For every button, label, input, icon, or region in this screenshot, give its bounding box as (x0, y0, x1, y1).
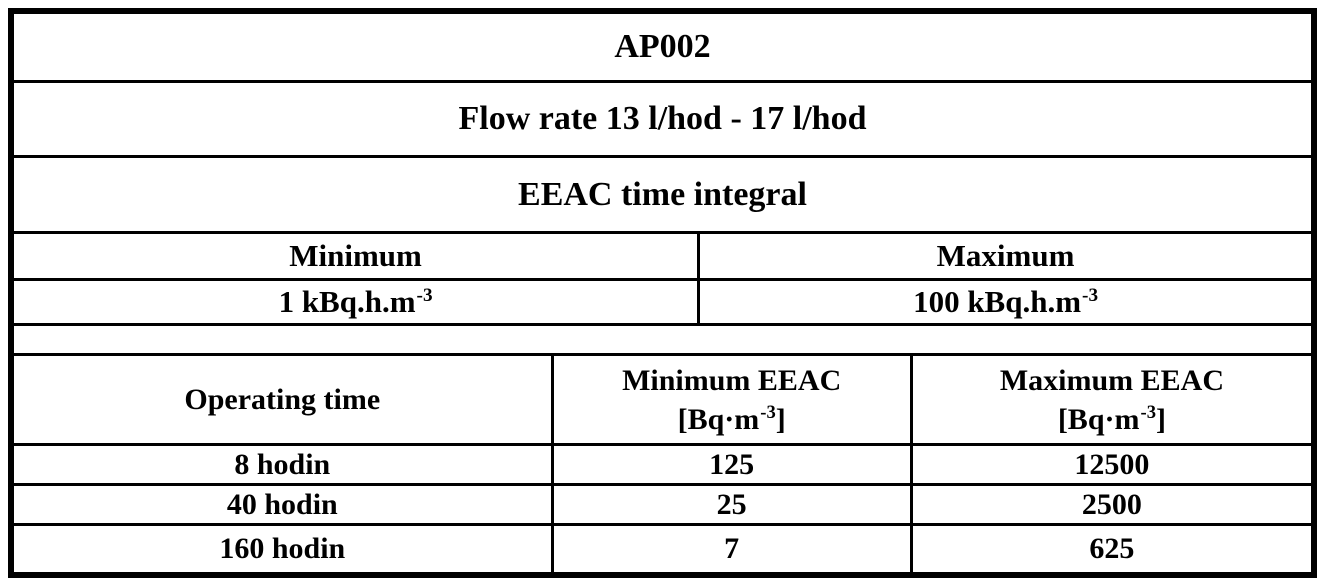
min-eeac-value: 7 (724, 532, 740, 565)
integral-min-header-cell: Minimum (14, 234, 701, 278)
min-eeac-header-unit: [Bq·m-3] (678, 400, 786, 439)
max-eeac-cell: 12500 (913, 446, 1311, 483)
eeac-header-row: Operating time Minimum EEAC [Bq·m-3] Max… (14, 356, 1311, 446)
integral-max-value-base: 100 kBq.h.m (913, 284, 1082, 319)
table-row: 8 hodin 125 12500 (14, 446, 1311, 486)
integral-values-row: 1 kBq.h.m-3 100 kBq.h.m-3 (14, 281, 1311, 326)
integral-max-value-sup: -3 (1082, 285, 1099, 307)
integral-min-value: 1 kBq.h.m-3 (279, 284, 433, 320)
operating-time-value: 40 hodin (226, 487, 338, 521)
table-row: 40 hodin 25 2500 (14, 486, 1311, 526)
max-eeac-cell: 625 (913, 526, 1311, 572)
max-eeac-cell: 2500 (913, 486, 1311, 523)
min-eeac-header-cell: Minimum EEAC [Bq·m-3] (554, 356, 913, 443)
integral-min-header: Minimum (289, 238, 422, 273)
operating-time-header-cell: Operating time (14, 356, 554, 443)
device-title: AP002 (614, 28, 711, 65)
integral-max-header-cell: Maximum (700, 234, 1311, 278)
flow-rate-row: Flow rate 13 l/hod - 17 l/hod (14, 83, 1311, 158)
section-header-row: EEAC time integral (14, 158, 1311, 234)
integral-max-value-cell: 100 kBq.h.m-3 (700, 281, 1311, 323)
max-eeac-value: 625 (1089, 532, 1135, 565)
operating-time-cell: 160 hodin (14, 526, 554, 572)
min-eeac-unit-pre: [Bq·m (677, 402, 760, 436)
integral-max-header: Maximum (936, 238, 1075, 273)
integral-min-value-base: 1 kBq.h.m (278, 284, 416, 319)
max-eeac-header-cell: Maximum EEAC [Bq·m-3] (913, 356, 1311, 443)
max-eeac-value: 12500 (1074, 447, 1150, 481)
min-eeac-unit-sup: -3 (760, 402, 776, 424)
operating-time-cell: 40 hodin (14, 486, 554, 523)
min-eeac-cell: 7 (554, 526, 913, 572)
min-eeac-value: 25 (716, 487, 747, 521)
min-eeac-header-line1: Minimum EEAC (622, 363, 842, 397)
integral-max-value: 100 kBq.h.m-3 (913, 284, 1098, 320)
device-title-row: AP002 (14, 14, 1311, 83)
max-eeac-header-line1: Maximum EEAC (999, 363, 1224, 397)
integral-min-value-cell: 1 kBq.h.m-3 (14, 281, 701, 323)
operating-time-value: 160 hodin (219, 532, 346, 565)
min-eeac-cell: 25 (554, 486, 913, 523)
device-eeac-table: AP002 Flow rate 13 l/hod - 17 l/hod EEAC… (8, 8, 1317, 578)
max-eeac-value: 2500 (1081, 487, 1142, 521)
integral-min-value-sup: -3 (416, 285, 433, 307)
min-eeac-cell: 125 (554, 446, 913, 483)
flow-rate-text: Flow rate 13 l/hod - 17 l/hod (458, 100, 867, 137)
operating-time-header: Operating time (184, 383, 381, 416)
integral-header-row: Minimum Maximum (14, 234, 1311, 281)
section-title: EEAC time integral (518, 175, 807, 213)
operating-time-cell: 8 hodin (14, 446, 554, 483)
max-eeac-header-unit: [Bq·m-3] (1058, 400, 1166, 439)
max-eeac-unit-sup: -3 (1140, 402, 1157, 424)
max-eeac-unit-post: ] (1156, 402, 1166, 436)
max-eeac-unit-pre: [Bq·m (1057, 402, 1140, 436)
min-eeac-unit-post: ] (775, 402, 786, 436)
table-row: 160 hodin 7 625 (14, 526, 1311, 572)
spacer-row (14, 326, 1311, 356)
min-eeac-value: 125 (709, 447, 755, 481)
operating-time-value: 8 hodin (234, 447, 331, 481)
